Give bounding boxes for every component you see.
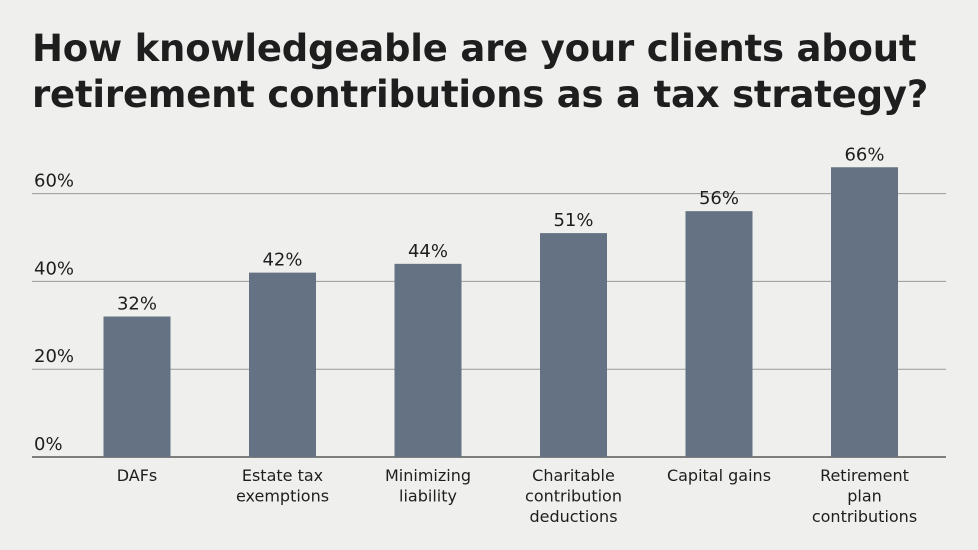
x-tick-label-line: plan [847,487,882,506]
y-tick-label: 0% [34,434,63,455]
x-tick-label: Capital gains [667,466,771,485]
bar [249,272,316,457]
bar-value-label: 44% [408,241,448,262]
x-tick-label-line: Minimizing [385,466,471,485]
x-tick-label: Charitable contribution deductions [525,466,622,526]
bar [831,167,898,457]
bar-value-label: 66% [844,144,884,165]
x-tick-label-line: DAFs [117,466,158,485]
x-tick-label-line: Capital gains [667,466,771,485]
grid-layer [32,193,946,458]
x-tick-label-line: Retirement [820,466,909,485]
y-tick-label: 60% [34,171,74,192]
bar [540,233,607,457]
bar [685,211,753,457]
x-tick-label: DAFs [117,466,158,485]
y-tick-label: 20% [34,346,74,367]
x-tick-label-line: deductions [529,507,617,526]
bar [394,263,462,457]
bar-value-label: 32% [117,294,157,315]
x-tick-label-line: exemptions [236,487,329,506]
x-tick-label: Minimizing liability [385,466,471,506]
x-tick-label-line: liability [399,487,457,506]
labels-layer: 0% 20% 40% 60% 32% DAFs 42% Estate tax exemption… [34,144,917,526]
chart-title: How knowledgeable are your clients about… [32,27,929,116]
x-tick-label: Retirement plan contributions [812,466,917,526]
x-tick-label: Estate tax exemptions [236,466,329,506]
bar [103,316,171,457]
y-tick-label: 40% [34,258,74,279]
x-tick-label-line: contribution [525,487,622,506]
bar-value-label: 42% [262,250,302,271]
x-tick-label-line: contributions [812,507,917,526]
bars-layer [103,167,898,457]
bar-value-label: 56% [699,188,739,209]
x-tick-label-line: Estate tax [242,466,323,485]
x-tick-label-line: Charitable [532,466,615,485]
bar-value-label: 51% [553,210,593,231]
